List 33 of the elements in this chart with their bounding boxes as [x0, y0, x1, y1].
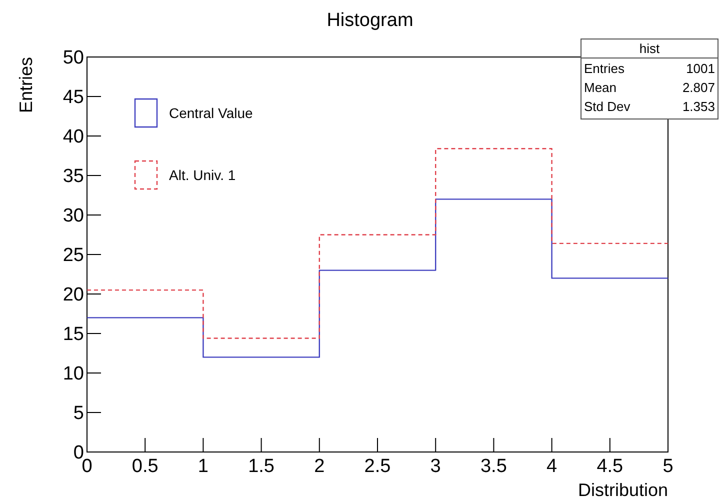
text: 1001	[686, 61, 715, 76]
x-axis-title: Distribution	[578, 480, 668, 500]
x-tick-label: 1	[198, 456, 208, 477]
y-tick-label: 50	[62, 48, 84, 69]
x-tick-label: 4.5	[596, 456, 624, 477]
chart-title: Histogram	[326, 10, 414, 31]
y-tick-label: 40	[62, 126, 84, 148]
x-tick-label: 5	[662, 456, 674, 477]
y-tick-label: 10	[62, 364, 84, 385]
y-tick-label: 35	[62, 166, 84, 188]
x-tick-label: 3.5	[480, 456, 507, 477]
y-tick-label: 20	[62, 284, 84, 306]
annotation: Mean	[584, 80, 617, 95]
x-tick-label: 2.5	[364, 456, 391, 477]
x-tick-label: 3	[430, 456, 441, 477]
annotation: Entries	[584, 61, 625, 76]
x-tick-label: 4	[546, 456, 558, 477]
x-tick-label: 2	[314, 456, 325, 477]
x-tick-label: 0.5	[132, 456, 158, 477]
y-tick-label: 45	[62, 87, 84, 108]
legend-label: Central Value	[169, 104, 253, 121]
x-tick-label: 1.5	[248, 456, 275, 477]
text: 2.807	[682, 80, 715, 95]
y-tick-label: 15	[62, 324, 84, 346]
text: hist	[639, 41, 660, 56]
y-tick-label: 0	[73, 442, 84, 464]
y-tick-label: 30	[62, 206, 84, 227]
y-axis-title: Entries	[16, 57, 36, 114]
annotation: Std Dev	[584, 99, 631, 114]
legend-label: Alt. Univ. 1	[169, 166, 236, 183]
y-tick-label: 5	[73, 403, 84, 424]
text: 1.353	[682, 99, 715, 114]
y-tick-label: 25	[62, 245, 84, 266]
